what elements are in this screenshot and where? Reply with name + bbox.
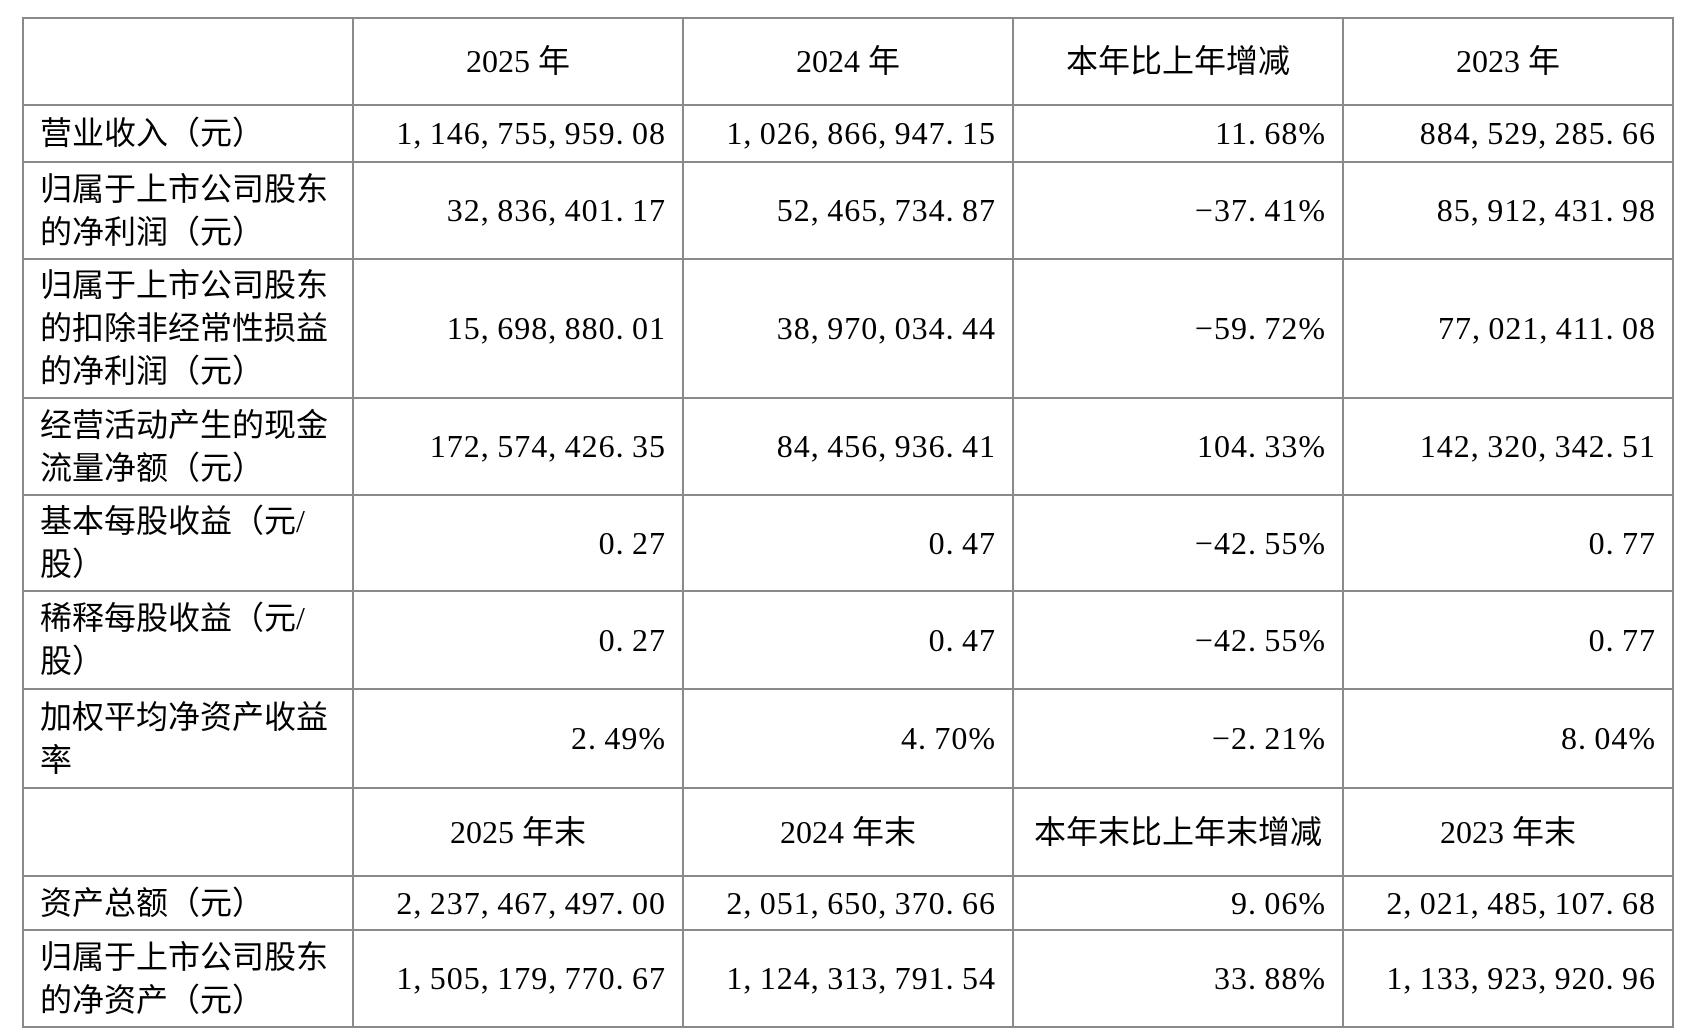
cell-net-assets-2025: 1, 505, 179, 770. 67 <box>352 929 684 1028</box>
table-row-total-assets: 资产总额（元） 2, 237, 467, 497. 00 2, 051, 650… <box>22 875 1674 931</box>
cell-net-profit-yoy: −37. 41% <box>1012 161 1344 260</box>
corner-cell-top <box>22 17 354 106</box>
cell-total-assets-2024: 2, 051, 650, 370. 66 <box>682 875 1014 931</box>
cell-weighted-roe-yoy: −2. 21% <box>1012 688 1344 789</box>
cell-total-assets-2023: 2, 021, 485, 107. 68 <box>1342 875 1674 931</box>
table-row-net-assets: 归属于上市公司股东的净资产（元） 1, 505, 179, 770. 67 1,… <box>22 929 1674 1028</box>
column-header-2024: 2024 年 <box>682 17 1014 106</box>
row-label-net-profit: 归属于上市公司股东的净利润（元） <box>22 161 354 260</box>
cell-operating-cash-flow-yoy: 104. 33% <box>1012 397 1344 496</box>
cell-diluted-eps-2023: 0. 77 <box>1342 590 1674 690</box>
cell-net-profit-deducted-2025: 15, 698, 880. 01 <box>352 258 684 399</box>
row-label-diluted-eps: 稀释每股收益（元/股） <box>22 590 354 690</box>
row-label-net-assets: 归属于上市公司股东的净资产（元） <box>22 929 354 1028</box>
table-row-diluted-eps: 稀释每股收益（元/股） 0. 27 0. 47 −42. 55% 0. 77 <box>22 590 1674 690</box>
row-label-basic-eps: 基本每股收益（元/股） <box>22 494 354 592</box>
table-row-weighted-roe: 加权平均净资产收益率 2. 49% 4. 70% −2. 21% 8. 04% <box>22 688 1674 789</box>
cell-net-profit-deducted-2023: 77, 021, 411. 08 <box>1342 258 1674 399</box>
column-header-yoy-change: 本年比上年增减 <box>1012 17 1344 106</box>
cell-total-assets-yoy: 9. 06% <box>1012 875 1344 931</box>
cell-operating-cash-flow-2025: 172, 574, 426. 35 <box>352 397 684 496</box>
cell-revenue-2025: 1, 146, 755, 959. 08 <box>352 104 684 163</box>
corner-cell-bottom <box>22 787 354 877</box>
column-header-year-end-change: 本年末比上年末增减 <box>1012 787 1344 877</box>
cell-basic-eps-2025: 0. 27 <box>352 494 684 592</box>
cell-operating-cash-flow-2024: 84, 456, 936. 41 <box>682 397 1014 496</box>
row-label-net-profit-deducted: 归属于上市公司股东的扣除非经常性损益的净利润（元） <box>22 258 354 399</box>
column-header-2023-end: 2023 年末 <box>1342 787 1674 877</box>
table-row-basic-eps: 基本每股收益（元/股） 0. 27 0. 47 −42. 55% 0. 77 <box>22 494 1674 592</box>
row-label-weighted-roe: 加权平均净资产收益率 <box>22 688 354 789</box>
cell-diluted-eps-yoy: −42. 55% <box>1012 590 1344 690</box>
row-label-operating-cash-flow: 经营活动产生的现金流量净额（元） <box>22 397 354 496</box>
row-label-total-assets: 资产总额（元） <box>22 875 354 931</box>
table-row-operating-cash-flow: 经营活动产生的现金流量净额（元） 172, 574, 426. 35 84, 4… <box>22 397 1674 496</box>
table-row-revenue: 营业收入（元） 1, 146, 755, 959. 08 1, 026, 866… <box>22 104 1674 163</box>
cell-revenue-yoy: 11. 68% <box>1012 104 1344 163</box>
cell-total-assets-2025: 2, 237, 467, 497. 00 <box>352 875 684 931</box>
cell-weighted-roe-2025: 2. 49% <box>352 688 684 789</box>
table-row-net-profit: 归属于上市公司股东的净利润（元） 32, 836, 401. 17 52, 46… <box>22 161 1674 260</box>
cell-net-profit-2024: 52, 465, 734. 87 <box>682 161 1014 260</box>
table-header-row-year-end: 2025 年末 2024 年末 本年末比上年末增减 2023 年末 <box>22 787 1674 877</box>
cell-basic-eps-2024: 0. 47 <box>682 494 1014 592</box>
cell-weighted-roe-2023: 8. 04% <box>1342 688 1674 789</box>
cell-operating-cash-flow-2023: 142, 320, 342. 51 <box>1342 397 1674 496</box>
column-header-2025-end: 2025 年末 <box>352 787 684 877</box>
cell-weighted-roe-2024: 4. 70% <box>682 688 1014 789</box>
column-header-2024-end: 2024 年末 <box>682 787 1014 877</box>
table-row-net-profit-deducted: 归属于上市公司股东的扣除非经常性损益的净利润（元） 15, 698, 880. … <box>22 258 1674 399</box>
cell-revenue-2024: 1, 026, 866, 947. 15 <box>682 104 1014 163</box>
cell-net-assets-2024: 1, 124, 313, 791. 54 <box>682 929 1014 1028</box>
financial-summary-table: 2025 年 2024 年 本年比上年增减 2023 年 营业收入（元） 1, … <box>22 17 1674 1028</box>
column-header-2025: 2025 年 <box>352 17 684 106</box>
cell-basic-eps-yoy: −42. 55% <box>1012 494 1344 592</box>
cell-diluted-eps-2025: 0. 27 <box>352 590 684 690</box>
row-label-revenue: 营业收入（元） <box>22 104 354 163</box>
table-header-row-annual: 2025 年 2024 年 本年比上年增减 2023 年 <box>22 17 1674 106</box>
cell-net-profit-deducted-yoy: −59. 72% <box>1012 258 1344 399</box>
column-header-2023: 2023 年 <box>1342 17 1674 106</box>
cell-net-assets-2023: 1, 133, 923, 920. 96 <box>1342 929 1674 1028</box>
cell-revenue-2023: 884, 529, 285. 66 <box>1342 104 1674 163</box>
cell-net-profit-2023: 85, 912, 431. 98 <box>1342 161 1674 260</box>
cell-diluted-eps-2024: 0. 47 <box>682 590 1014 690</box>
cell-net-assets-yoy: 33. 88% <box>1012 929 1344 1028</box>
cell-basic-eps-2023: 0. 77 <box>1342 494 1674 592</box>
cell-net-profit-deducted-2024: 38, 970, 034. 44 <box>682 258 1014 399</box>
cell-net-profit-2025: 32, 836, 401. 17 <box>352 161 684 260</box>
